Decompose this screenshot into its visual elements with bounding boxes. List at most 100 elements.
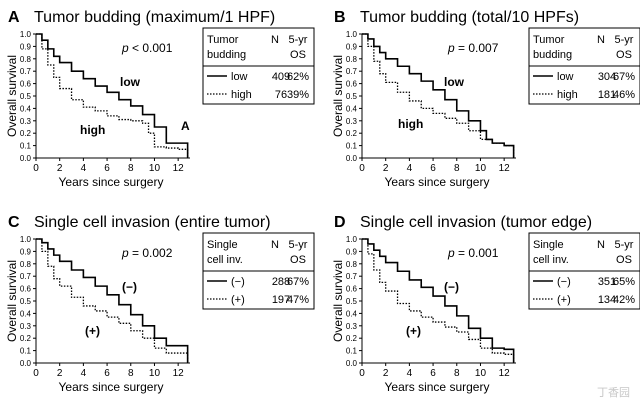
y-tick-label: 1.0 [346,30,358,39]
x-tick-label: 8 [454,368,460,379]
curve-label: low [120,75,141,89]
y-tick-label: 0.7 [20,272,32,281]
panel-title: Single cell invasion (tumor edge) [360,214,592,231]
panel-title: Tumor budding (maximum/1 HPF) [34,9,275,26]
legend-header: N [597,239,605,251]
legend-os: 46% [613,89,635,101]
survival-curve-solid [362,33,515,158]
x-tick-label: 4 [407,368,413,379]
panel-title: Single cell invasion (entire tumor) [34,214,271,231]
y-axis-label: Overall survival [5,260,19,342]
survival-curve-solid [362,238,515,363]
panel-letter: A [8,9,20,26]
y-tick-label: 0.3 [346,322,358,331]
y-tick-label: 0.9 [20,247,32,256]
y-tick-label: 0.8 [20,55,32,64]
legend-group: (−) [557,276,571,288]
y-tick-label: 0.1 [346,142,358,151]
legend-os: 42% [613,294,635,306]
legend-header: 5-yr [289,34,308,46]
legend-header: budding [533,49,572,61]
panel-letter: D [334,214,346,231]
legend-header: cell inv. [533,254,569,266]
x-tick-label: 2 [57,368,63,379]
legend-header: N [271,239,279,251]
km-panel-a: A Tumor budding (maximum/1 HPF) 0.0 0.1 0.2 0… [5,9,315,189]
p-value: p = 0.007 [447,41,499,55]
legend-header: Single [207,239,238,251]
x-tick-label: 6 [104,368,110,379]
p-value: p = 0.001 [447,246,499,260]
legend-os: 67% [613,71,635,83]
y-tick-label: 0.5 [346,92,358,101]
legend-os: 67% [287,276,309,288]
curve-label: high [80,123,105,137]
watermark-text: 丁香园 [597,386,630,399]
y-tick-label: 0.9 [20,42,32,51]
x-tick-label: 8 [128,163,134,174]
legend-group: (+) [557,294,571,306]
legend-n: 304 [598,71,616,83]
legend-os: 47% [287,294,309,306]
legend-header: 5-yr [289,239,308,251]
legend-group: low [557,71,574,83]
panel-letter: C [8,214,20,231]
y-tick-label: 0.9 [346,42,358,51]
x-axis-label: Years since surgery [59,175,164,189]
y-tick-label: 0.5 [346,297,358,306]
x-tick-label: 0 [33,368,39,379]
x-tick-label: 6 [430,163,436,174]
y-tick-label: 0.4 [346,309,358,318]
y-tick-label: 0.0 [20,359,32,368]
x-tick-label: 2 [383,368,389,379]
legend-group: (+) [231,294,245,306]
y-tick-label: 0.5 [20,297,32,306]
legend-group: high [231,89,252,101]
y-tick-label: 0.1 [20,142,32,151]
x-tick-label: 0 [359,163,365,174]
y-tick-label: 0.7 [346,67,358,76]
legend-group: (−) [231,276,245,288]
legend-n: 351 [598,276,616,288]
y-tick-label: 0.1 [346,347,358,356]
y-tick-label: 0.6 [20,80,32,89]
y-tick-label: 0.0 [20,154,32,163]
x-tick-label: 6 [430,368,436,379]
legend-os: 65% [613,276,635,288]
legend-header: cell inv. [207,254,243,266]
legend-n: 76 [275,89,287,101]
legend-header: OS [290,254,306,266]
y-tick-label: 1.0 [20,30,32,39]
curve-label: (+) [85,324,100,338]
y-tick-label: 0.9 [346,247,358,256]
y-tick-label: 0.3 [346,117,358,126]
survival-curve-dotted [362,238,515,363]
legend-n: 197 [272,294,290,306]
legend-header: OS [616,49,632,61]
curve-label: high [398,117,423,131]
curve-label: (−) [122,280,137,294]
x-tick-label: 0 [359,368,365,379]
y-tick-label: 0.1 [20,347,32,356]
legend-group: low [231,71,248,83]
y-tick-label: 0.2 [346,334,358,343]
survival-curve-dotted [362,33,515,158]
legend-header: N [271,34,279,46]
x-tick-label: 4 [81,163,87,174]
legend-n: 409 [272,71,290,83]
legend-n: 181 [598,89,616,101]
legend-header: 5-yr [615,34,634,46]
curve-label: (+) [406,324,421,338]
y-tick-label: 0.8 [346,55,358,64]
y-tick-label: 0.7 [346,272,358,281]
y-tick-label: 0.6 [20,285,32,294]
x-axis-label: Years since surgery [59,380,164,394]
x-tick-label: 12 [173,368,185,379]
y-tick-label: 0.2 [20,334,32,343]
x-tick-label: 8 [454,163,460,174]
legend-header: OS [616,254,632,266]
y-tick-label: 0.2 [346,129,358,138]
y-tick-label: 0.0 [346,359,358,368]
legend-group: high [557,89,578,101]
